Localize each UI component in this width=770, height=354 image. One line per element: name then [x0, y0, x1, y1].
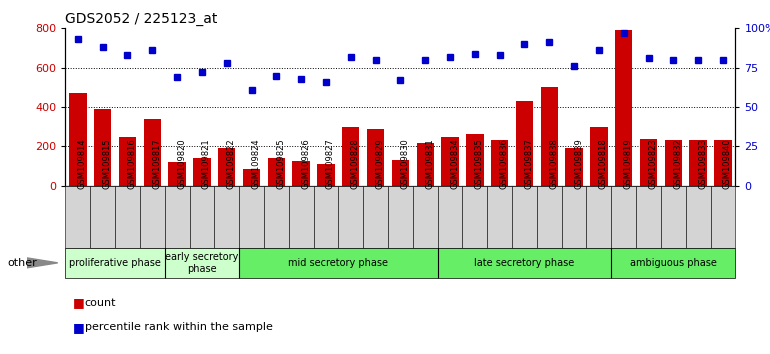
- Bar: [417, 143, 434, 186]
- Text: GSM109825: GSM109825: [276, 138, 286, 189]
- Bar: [640, 139, 657, 186]
- Bar: [512, 186, 537, 248]
- Text: GSM109822: GSM109822: [226, 138, 236, 189]
- Text: early secretory
phase: early secretory phase: [166, 252, 239, 274]
- Bar: [165, 248, 239, 278]
- Bar: [590, 127, 608, 186]
- Bar: [342, 127, 360, 186]
- Text: GSM109814: GSM109814: [78, 138, 87, 189]
- Text: ■: ■: [73, 296, 85, 309]
- Text: GSM109820: GSM109820: [177, 138, 186, 189]
- Bar: [636, 186, 661, 248]
- Text: ■: ■: [73, 321, 85, 334]
- Text: GSM109831: GSM109831: [425, 138, 434, 189]
- Text: GSM109817: GSM109817: [152, 138, 161, 189]
- Bar: [367, 129, 384, 186]
- Text: GSM109840: GSM109840: [723, 138, 732, 189]
- Bar: [165, 186, 189, 248]
- Bar: [388, 186, 413, 248]
- Text: GSM109828: GSM109828: [351, 138, 360, 189]
- Bar: [90, 186, 115, 248]
- Bar: [264, 186, 289, 248]
- Text: GDS2052 / 225123_at: GDS2052 / 225123_at: [65, 12, 218, 26]
- Bar: [218, 148, 236, 186]
- Bar: [437, 186, 463, 248]
- Text: late secretory phase: late secretory phase: [474, 258, 574, 268]
- Bar: [189, 186, 214, 248]
- Bar: [466, 134, 484, 186]
- Bar: [338, 186, 363, 248]
- Text: GSM109818: GSM109818: [599, 138, 608, 189]
- Bar: [239, 248, 437, 278]
- Bar: [491, 139, 508, 186]
- Bar: [487, 186, 512, 248]
- Text: GSM109836: GSM109836: [500, 138, 509, 189]
- Bar: [289, 186, 313, 248]
- Bar: [565, 148, 583, 186]
- Bar: [665, 139, 682, 186]
- Bar: [686, 186, 711, 248]
- Text: GSM109830: GSM109830: [400, 138, 410, 189]
- Text: GSM109815: GSM109815: [102, 138, 112, 189]
- Bar: [313, 186, 338, 248]
- Text: GSM109829: GSM109829: [376, 138, 384, 189]
- Bar: [363, 186, 388, 248]
- Text: GSM109816: GSM109816: [128, 138, 136, 189]
- Text: other: other: [8, 258, 38, 268]
- Text: GSM109819: GSM109819: [624, 138, 633, 189]
- Text: mid secretory phase: mid secretory phase: [289, 258, 388, 268]
- Bar: [541, 87, 558, 186]
- Text: GSM109832: GSM109832: [673, 138, 682, 189]
- Text: proliferative phase: proliferative phase: [69, 258, 161, 268]
- Bar: [94, 109, 112, 186]
- Bar: [65, 186, 90, 248]
- Text: GSM109826: GSM109826: [301, 138, 310, 189]
- Bar: [243, 169, 260, 186]
- Text: ambiguous phase: ambiguous phase: [630, 258, 717, 268]
- Text: GSM109837: GSM109837: [524, 138, 534, 189]
- Bar: [317, 164, 335, 186]
- Text: GSM109834: GSM109834: [450, 138, 459, 189]
- Bar: [268, 158, 285, 186]
- Bar: [661, 186, 686, 248]
- Bar: [437, 248, 611, 278]
- Bar: [239, 186, 264, 248]
- Text: GSM109823: GSM109823: [648, 138, 658, 189]
- Bar: [193, 158, 211, 186]
- Bar: [611, 248, 735, 278]
- Bar: [140, 186, 165, 248]
- Bar: [463, 186, 487, 248]
- Bar: [143, 119, 161, 186]
- Bar: [615, 30, 632, 186]
- Bar: [611, 186, 636, 248]
- Bar: [169, 162, 186, 186]
- Bar: [65, 248, 165, 278]
- Bar: [711, 186, 735, 248]
- Bar: [561, 186, 587, 248]
- Bar: [115, 186, 140, 248]
- Text: GSM109821: GSM109821: [202, 138, 211, 189]
- Bar: [392, 160, 409, 186]
- Bar: [293, 161, 310, 186]
- Text: GSM109833: GSM109833: [698, 138, 707, 189]
- Text: count: count: [85, 298, 116, 308]
- Text: GSM109827: GSM109827: [326, 138, 335, 189]
- Bar: [689, 139, 707, 186]
- Text: GSM109839: GSM109839: [574, 138, 583, 189]
- Text: percentile rank within the sample: percentile rank within the sample: [85, 322, 273, 332]
- Bar: [537, 186, 561, 248]
- Bar: [587, 186, 611, 248]
- Text: GSM109824: GSM109824: [252, 138, 260, 189]
- Text: GSM109838: GSM109838: [549, 138, 558, 189]
- Bar: [715, 139, 732, 186]
- Text: GSM109835: GSM109835: [475, 138, 484, 189]
- Polygon shape: [27, 258, 58, 268]
- Bar: [119, 137, 136, 186]
- Bar: [413, 186, 437, 248]
- Bar: [214, 186, 239, 248]
- Bar: [69, 93, 86, 186]
- Bar: [516, 101, 533, 186]
- Bar: [441, 137, 459, 186]
